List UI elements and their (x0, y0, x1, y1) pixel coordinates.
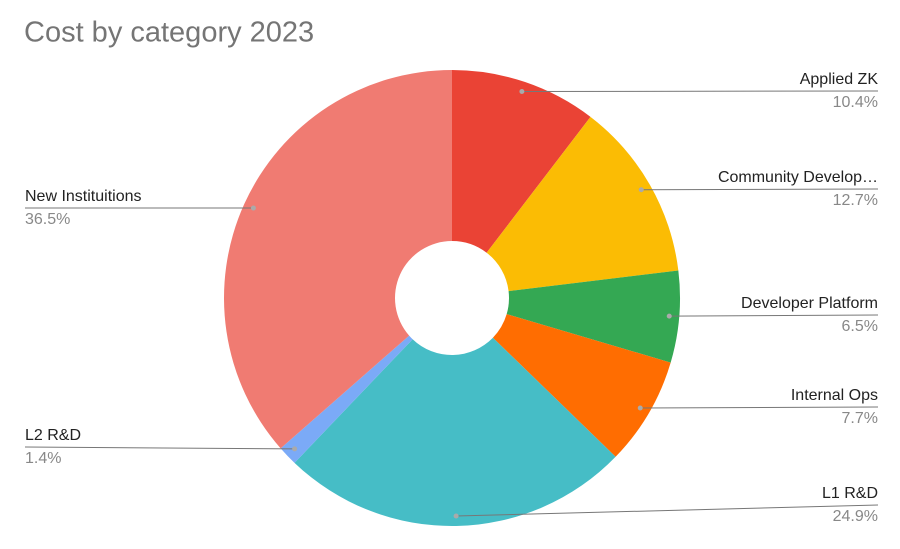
slice (280, 335, 413, 463)
data-label: 12.7% (833, 192, 878, 209)
leader-line (640, 406, 879, 409)
leader-line (24, 446, 295, 450)
slice (294, 337, 616, 527)
data-label: 7.7% (842, 410, 878, 427)
leader-line (456, 504, 879, 517)
data-label: 10.4% (833, 94, 878, 111)
leader-dot (666, 313, 672, 319)
slice (492, 314, 671, 457)
leader-dot (292, 446, 298, 452)
leader-line (641, 188, 879, 191)
data-label: 1.4% (25, 450, 61, 467)
slice (486, 116, 679, 292)
legend-label: L1 R&D (822, 485, 878, 502)
leader-dot (453, 513, 459, 519)
slice (506, 270, 680, 363)
leader-dot (250, 205, 256, 211)
data-label: 24.9% (833, 508, 878, 525)
leader-line (521, 90, 879, 93)
leader-dot (519, 89, 525, 95)
legend-label: L2 R&D (25, 427, 81, 444)
slice (452, 70, 591, 253)
data-label: 36.5% (25, 211, 70, 228)
legend-label: Community Develop… (718, 169, 878, 186)
legend-label: Applied ZK (800, 71, 879, 88)
data-label: 6.5% (842, 318, 878, 335)
legend-label: Developer Platform (741, 295, 878, 312)
legend-label: Internal Ops (791, 387, 878, 404)
legend-label: New Instituitions (25, 188, 142, 205)
leader-dot (637, 405, 643, 411)
slice (223, 70, 452, 449)
leader-dot (638, 187, 644, 193)
leader-line (669, 314, 879, 317)
chart-title: Cost by category 2023 (24, 17, 314, 49)
